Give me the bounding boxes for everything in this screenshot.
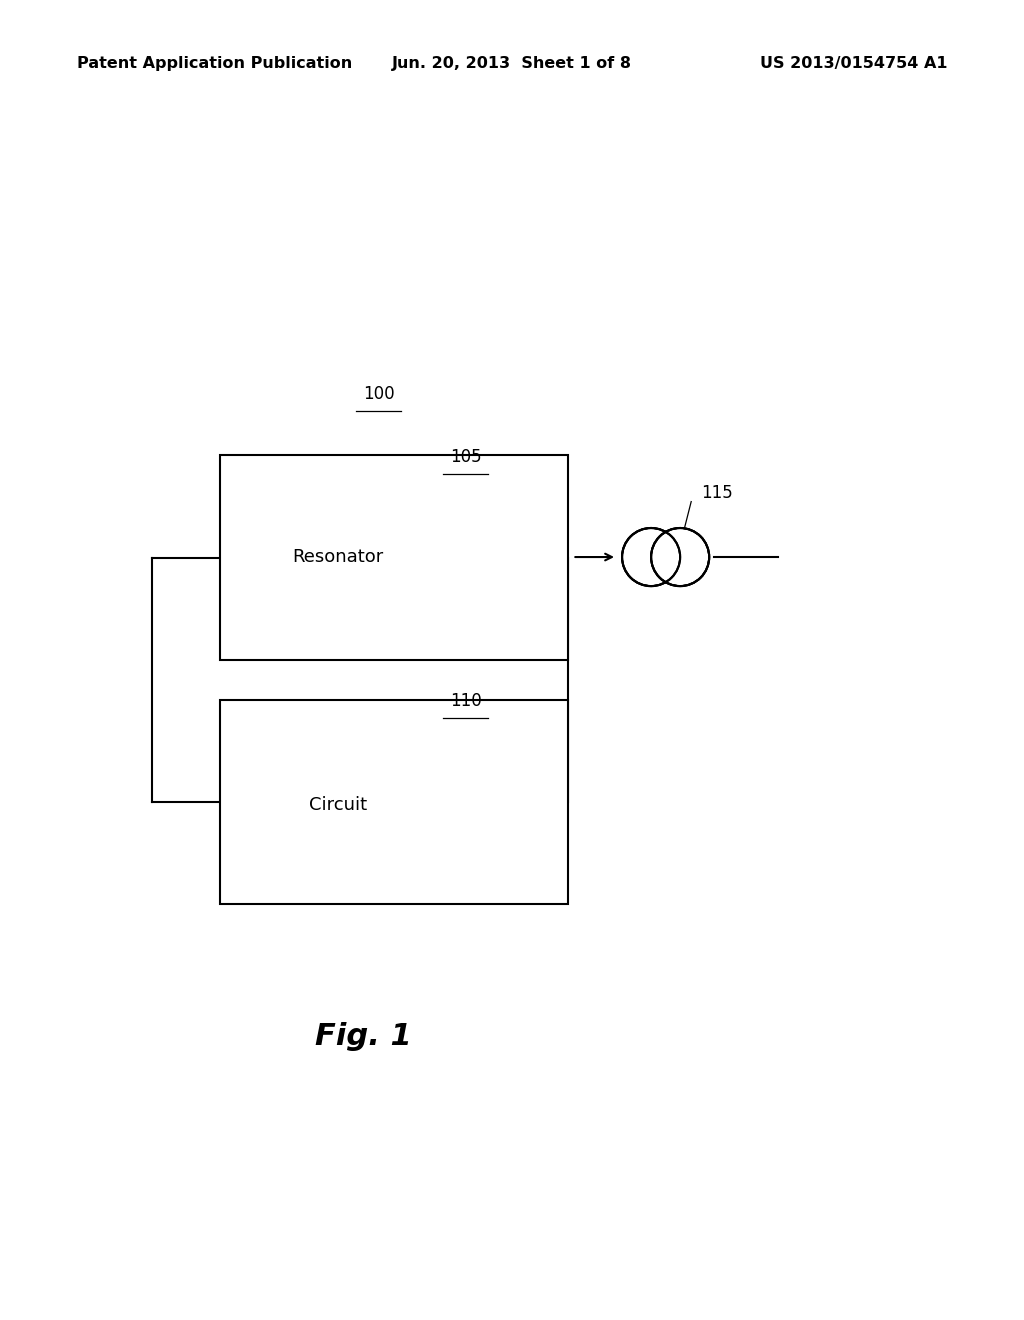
Text: 110: 110 bbox=[450, 692, 482, 710]
Text: Circuit: Circuit bbox=[309, 796, 367, 814]
Bar bbox=[220, 700, 568, 904]
Bar bbox=[220, 455, 568, 660]
Text: Fig. 1: Fig. 1 bbox=[315, 1022, 412, 1051]
Text: 105: 105 bbox=[451, 447, 481, 466]
Text: Jun. 20, 2013  Sheet 1 of 8: Jun. 20, 2013 Sheet 1 of 8 bbox=[392, 55, 632, 71]
Text: Patent Application Publication: Patent Application Publication bbox=[77, 55, 352, 71]
Ellipse shape bbox=[651, 528, 710, 586]
Text: 115: 115 bbox=[701, 483, 733, 502]
Text: Resonator: Resonator bbox=[292, 548, 384, 566]
Ellipse shape bbox=[622, 528, 680, 586]
Text: 100: 100 bbox=[364, 384, 394, 403]
Text: US 2013/0154754 A1: US 2013/0154754 A1 bbox=[760, 55, 947, 71]
